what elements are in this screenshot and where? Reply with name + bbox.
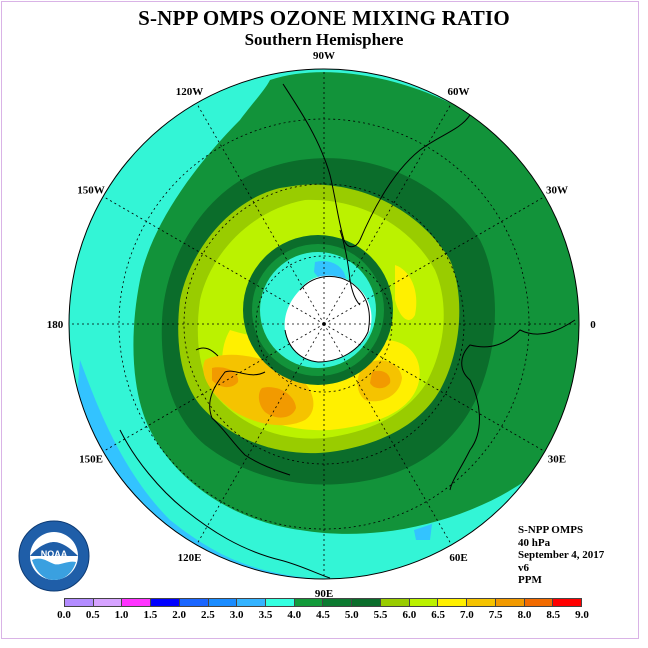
colorbar-cell	[495, 599, 525, 606]
colorbar-tick-label: 5.5	[373, 609, 388, 621]
longitude-label: 90W	[313, 50, 335, 62]
colorbar-cell	[380, 599, 410, 606]
africa-coast	[449, 319, 576, 491]
colorbar-cell	[553, 599, 581, 606]
antarctic-peninsula-coast	[339, 229, 361, 306]
pressure-level: 40 hPa	[518, 536, 551, 549]
colorbar-tick-label: 8.5	[546, 609, 561, 621]
longitude-labels: 90W 60W 30W 0 30E 60E 90E 120E 150E 180 150W 120W	[47, 50, 597, 600]
colorbar-cell	[438, 599, 468, 606]
colorbar-cell	[524, 599, 554, 606]
colorbar-cell	[409, 599, 439, 606]
map-boundary	[68, 68, 580, 580]
colorbar-tick-label: 0.5	[85, 609, 100, 621]
map-subtitle: Southern Hemisphere	[244, 30, 404, 49]
south-america-coast	[282, 83, 471, 248]
polar-data-gap	[284, 275, 372, 362]
ozone-region-65-right	[395, 265, 417, 320]
colorbar-tick-label: 5.0	[344, 609, 359, 621]
colorbar-cell	[467, 599, 496, 606]
colorbar-tick-label: 2.0	[172, 609, 186, 621]
longitude-label: 0	[590, 319, 596, 331]
colorbar-tick-label: 2.5	[201, 609, 215, 621]
units-label: PPM	[518, 574, 542, 586]
longitude-label: 150W	[77, 185, 105, 197]
logo-text: NOAA	[41, 549, 68, 559]
longitude-label: 60E	[449, 552, 467, 564]
latitude-circle-1	[255, 255, 393, 393]
colorbar-cell	[122, 599, 152, 606]
asia-coast	[119, 429, 331, 579]
ozone-region-75-right	[370, 370, 391, 389]
map-title: S-NPP OMPS OZONE MIXING RATIO	[138, 6, 510, 30]
longitude-label: 120E	[178, 552, 202, 564]
coastlines	[119, 83, 576, 579]
colorbar-tick-label: 8.0	[517, 609, 532, 621]
figure-frame	[1, 1, 639, 639]
colorbar-tick-label: 0.0	[57, 609, 71, 621]
colorbar-tick-label: 6.5	[431, 609, 445, 621]
longitude-label: 180	[47, 319, 64, 331]
colorbar-cell	[179, 599, 209, 606]
version-label: v6	[518, 561, 529, 574]
ozone-region-75b	[212, 367, 239, 388]
colorbar-tick-label: 9.0	[575, 609, 589, 621]
longitude-label: 30W	[546, 185, 568, 197]
antarctica-coast	[284, 275, 370, 363]
colorbar-tick-label: 6.0	[402, 609, 417, 621]
longitude-label: 150E	[79, 454, 103, 466]
colorbar	[64, 598, 582, 607]
colorbar-tick-label: 3.0	[229, 609, 244, 621]
colorbar-tick-label: 3.5	[258, 609, 273, 621]
colorbar-cell	[352, 599, 381, 606]
australia-coast	[209, 370, 291, 476]
colorbar-tick-label: 4.0	[287, 609, 302, 621]
longitude-label: 30E	[548, 454, 566, 466]
graticule	[69, 69, 579, 579]
colorbar-cell	[93, 599, 123, 606]
date-label: September 4, 2017	[518, 549, 605, 561]
colorbar-cell	[294, 599, 324, 606]
colorbar-cell	[266, 599, 295, 606]
ozone-region-75	[258, 387, 296, 418]
colorbar-cell	[151, 599, 180, 606]
south-pole-point	[322, 322, 326, 326]
colorbar-cell	[237, 599, 267, 606]
longitude-label: 60W	[448, 86, 470, 98]
noaa-logo: NOAA	[18, 520, 90, 592]
ozone-region-low-small	[414, 524, 432, 540]
colorbar-tick-label: 1.5	[143, 609, 158, 621]
colorbar-cell	[65, 599, 94, 606]
metadata-block: S-NPP OMPS 40 hPa September 4, 2017 v6 P…	[518, 524, 604, 587]
colorbar-cell	[323, 599, 353, 606]
colorbar-cell	[208, 599, 238, 606]
colorbar-tick-label: 7.5	[488, 609, 503, 621]
colorbar-tick-label: 7.0	[460, 609, 474, 621]
new-zealand-coast	[195, 347, 219, 357]
colorbar-tick-label: 1.0	[114, 609, 129, 621]
longitude-label: 120W	[176, 86, 204, 98]
colorbar-tick-label: 4.5	[316, 609, 330, 621]
longitude-label: 90E	[315, 588, 333, 600]
instrument-label: S-NPP OMPS	[518, 524, 584, 536]
